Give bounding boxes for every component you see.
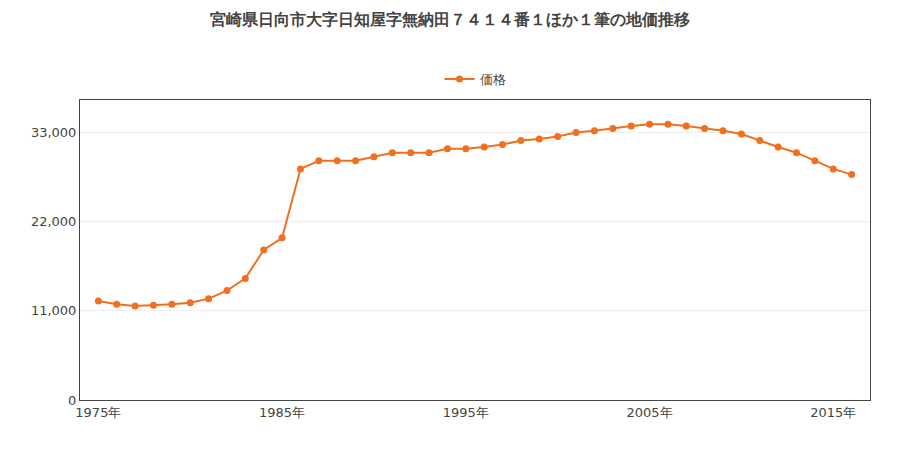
svg-text:22,000: 22,000 bbox=[31, 214, 77, 229]
svg-text:11,000: 11,000 bbox=[31, 303, 77, 318]
svg-text:0: 0 bbox=[68, 393, 76, 408]
svg-text:1995年: 1995年 bbox=[443, 405, 489, 420]
svg-text:1985年: 1985年 bbox=[259, 405, 305, 420]
svg-text:2005年: 2005年 bbox=[626, 405, 672, 420]
svg-text:2015年: 2015年 bbox=[810, 405, 856, 420]
svg-text:1975年: 1975年 bbox=[75, 405, 121, 420]
svg-text:宮崎県日向市大字日知屋字無納田７４１４番１ほか１筆の地価推移: 宮崎県日向市大字日知屋字無納田７４１４番１ほか１筆の地価推移 bbox=[210, 10, 690, 29]
svg-text:33,000: 33,000 bbox=[31, 125, 77, 140]
svg-text:価格: 価格 bbox=[480, 72, 506, 87]
